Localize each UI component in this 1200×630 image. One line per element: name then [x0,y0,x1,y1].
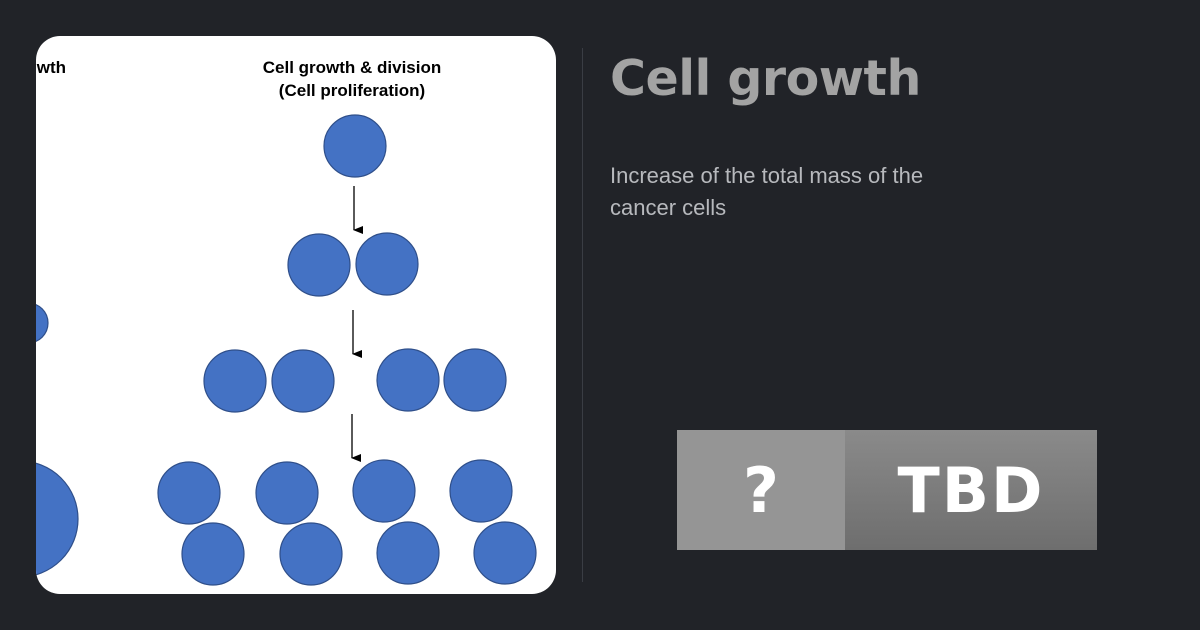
cell [203,349,267,413]
partial-large-cell [36,462,79,576]
page-title: Cell growth [610,50,921,107]
cell [279,522,343,586]
cell [449,459,513,523]
diagram-image: wth Cell growth & division (Cell prolife… [36,36,556,594]
cell [271,349,335,413]
partial-cell [36,304,49,342]
description-text: Increase of the total mass of the cancer… [610,163,924,220]
cell [376,348,440,412]
cell [157,461,221,525]
cell-diagram: wth Cell growth & division (Cell prolife… [36,58,537,586]
cell [376,521,440,585]
diagram-heading-line2: (Cell proliferation) [279,81,425,100]
diagram-heading-line1: Cell growth & division [263,58,442,77]
cell [287,233,351,297]
cell [255,461,319,525]
cell [352,459,416,523]
cell [443,348,507,412]
cell [181,522,245,586]
left-heading-fragment: wth [36,58,66,77]
status-badge: ? TBD [677,430,1097,550]
cell [355,232,419,296]
vertical-divider [582,48,583,582]
cell [323,114,387,178]
question-mark-icon: ? [677,430,845,550]
cell [473,521,537,585]
status-label: TBD [845,430,1097,550]
